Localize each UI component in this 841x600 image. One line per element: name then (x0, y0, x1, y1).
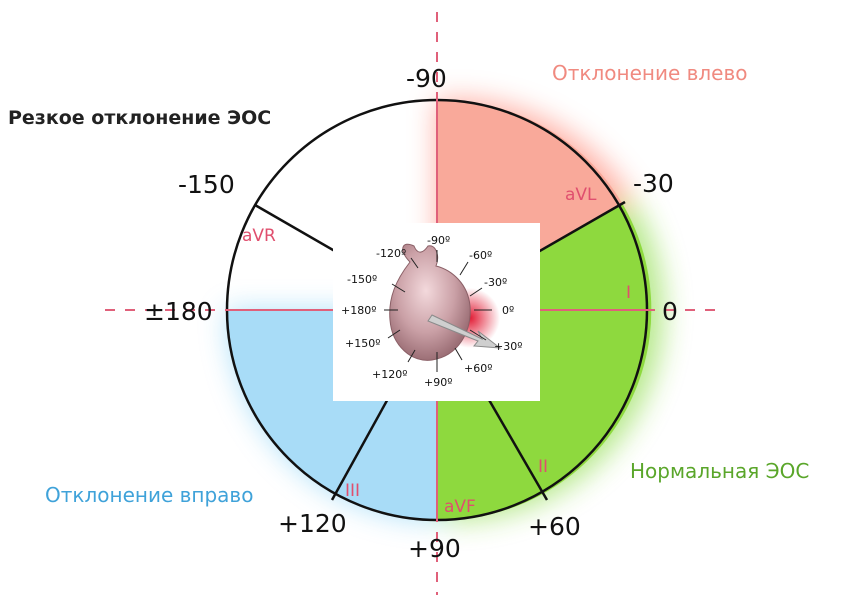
inset-angle-p180: +180º (341, 304, 376, 317)
lead-i: I (626, 283, 631, 303)
angle-upper-right: -30 (633, 169, 674, 198)
lead-avr: aVR (242, 226, 276, 246)
inset-angle-p60: +60º (464, 362, 492, 375)
lead-avl: aVL (565, 185, 597, 205)
inset-angle-m90: -90º (427, 234, 450, 247)
diagram-title: Резкое отклонение ЭОС (8, 107, 271, 129)
inset-angle-p120: +120º (372, 368, 407, 381)
inset-angle-0: 0º (502, 304, 514, 317)
left-deviation-label: Отклонение влево (552, 61, 748, 85)
inset-angle-m150: -150º (347, 273, 377, 286)
angle-right: 0 (662, 297, 678, 326)
angle-upper-left: -150 (178, 170, 235, 199)
lead-iii: III (345, 481, 360, 501)
normal-eos-label: Нормальная ЭОС (630, 459, 809, 483)
angle-lower-right: +60 (528, 512, 581, 541)
angle-bottom: +90 (408, 534, 461, 563)
inset-angle-m60: -60º (469, 249, 492, 262)
angle-lower-left: +120 (278, 509, 347, 538)
heart-icon (389, 243, 471, 361)
angle-top: -90 (406, 64, 447, 93)
lead-avf: aVF (444, 497, 476, 517)
lead-ii: II (538, 457, 548, 477)
inset-angle-m30: -30º (484, 276, 507, 289)
inset-angle-p150: +150º (345, 337, 380, 350)
heart-inset: -120º -90º -60º -150º -30º +180º 0º +150… (333, 223, 540, 401)
angle-left: ±180 (144, 297, 213, 326)
inset-angle-p30: +30º (494, 340, 522, 353)
inset-angle-p90: +90º (424, 376, 452, 389)
inset-angle-m120: -120º (376, 247, 406, 260)
right-deviation-label: Отклонение вправо (45, 483, 253, 507)
